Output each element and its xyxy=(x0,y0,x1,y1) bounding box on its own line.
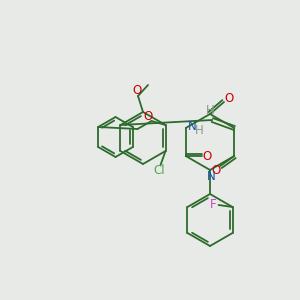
Text: F: F xyxy=(210,197,217,211)
Text: O: O xyxy=(143,110,152,122)
Text: O: O xyxy=(224,92,234,106)
Text: O: O xyxy=(212,164,221,176)
Text: Cl: Cl xyxy=(154,164,165,178)
Text: H: H xyxy=(206,104,214,118)
Text: H: H xyxy=(194,124,203,137)
Text: N: N xyxy=(207,169,215,182)
Text: N: N xyxy=(188,119,196,133)
Text: O: O xyxy=(202,149,212,163)
Text: O: O xyxy=(132,85,142,98)
